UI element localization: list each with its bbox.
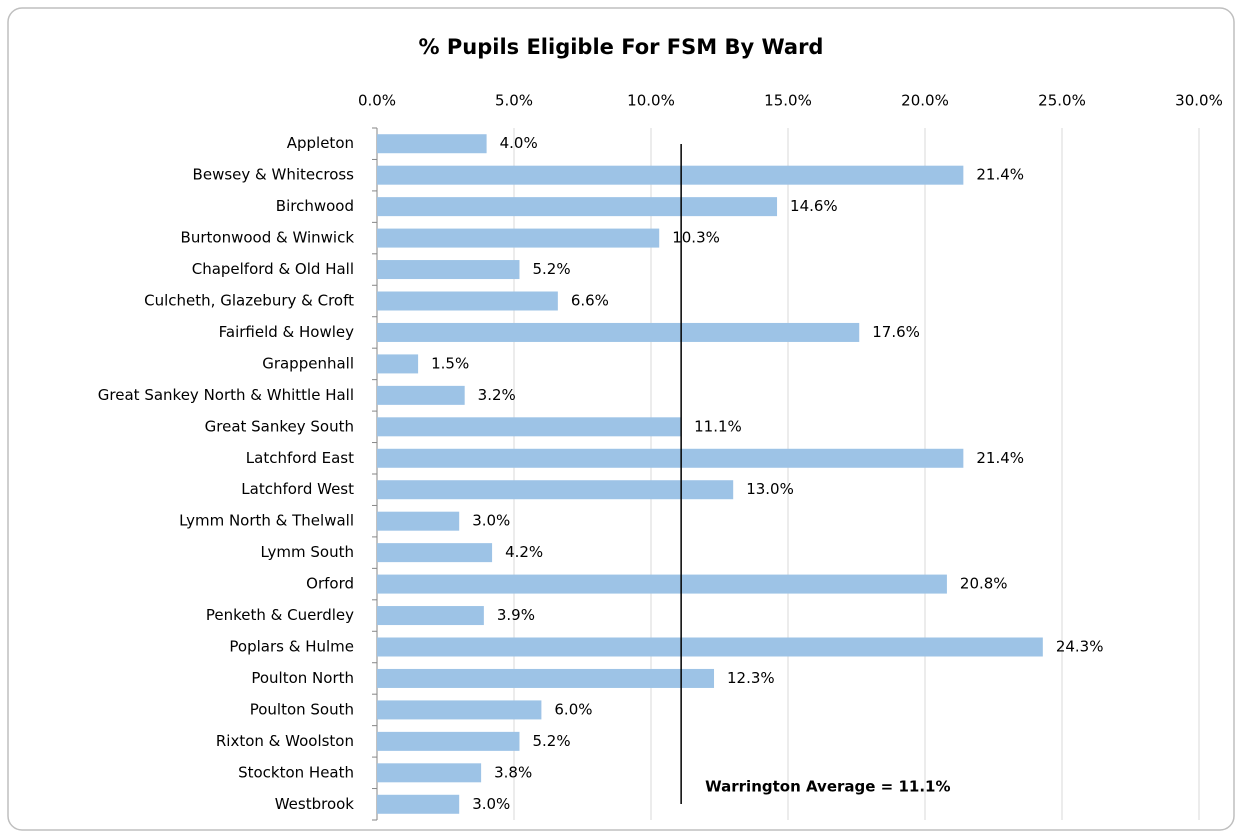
y-tick-label: Fairfield & Howley — [219, 323, 354, 341]
bar — [377, 165, 964, 185]
y-tick-label: Lymm North & Thelwall — [179, 512, 354, 530]
bar — [377, 260, 520, 280]
bar — [377, 228, 660, 248]
data-label: 20.8% — [960, 575, 1008, 593]
y-tick-label: Penketh & Cuerdley — [206, 606, 354, 624]
data-label: 17.6% — [872, 323, 920, 341]
y-tick-label: Stockton Heath — [238, 763, 354, 781]
bar — [377, 763, 482, 783]
y-tick-label: Poplars & Hulme — [229, 638, 354, 656]
y-tick-label: Latchford West — [241, 480, 354, 498]
data-label: 6.6% — [571, 292, 609, 310]
data-label: 14.6% — [790, 197, 838, 215]
x-tick-label: 20.0% — [901, 92, 949, 110]
y-tick-label: Great Sankey South — [205, 417, 354, 435]
data-label: 1.5% — [431, 354, 469, 372]
data-label: 4.2% — [505, 543, 543, 561]
bar — [377, 637, 1043, 657]
y-tick-label: Latchford East — [246, 449, 354, 467]
bar — [377, 794, 460, 814]
bar — [377, 134, 487, 154]
y-tick-label: Poulton South — [250, 700, 354, 718]
x-tick-label: 0.0% — [358, 92, 396, 110]
data-label: 3.2% — [478, 386, 516, 404]
y-tick-label: Culcheth, Glazebury & Croft — [144, 292, 354, 310]
data-label: 5.2% — [532, 260, 570, 278]
bar — [377, 700, 542, 720]
y-tick-label: Appleton — [287, 134, 354, 152]
bar — [377, 197, 778, 217]
chart-title: % Pupils Eligible For FSM By Ward — [419, 35, 824, 59]
data-label: 11.1% — [694, 417, 742, 435]
data-label: 3.9% — [497, 606, 535, 624]
bar — [377, 291, 558, 311]
bar — [377, 543, 493, 563]
y-tick-label: Grappenhall — [262, 354, 354, 372]
bar — [377, 480, 734, 500]
bar — [377, 731, 520, 751]
data-label: 10.3% — [672, 229, 720, 247]
data-label: 6.0% — [554, 700, 592, 718]
data-label: 24.3% — [1056, 638, 1104, 656]
bar — [377, 354, 419, 374]
x-tick-label: 10.0% — [627, 92, 675, 110]
y-tick-label: Burtonwood & Winwick — [181, 229, 355, 247]
x-tick-label: 25.0% — [1038, 92, 1086, 110]
y-tick-label: Orford — [306, 575, 354, 593]
y-tick-label: Great Sankey North & Whittle Hall — [98, 386, 354, 404]
bar — [377, 574, 947, 594]
y-tick-label: Rixton & Woolston — [216, 732, 354, 750]
bar — [377, 668, 715, 688]
data-label: 3.0% — [472, 795, 510, 813]
data-label: 12.3% — [727, 669, 775, 687]
bar — [377, 511, 460, 531]
x-tick-label: 5.0% — [495, 92, 533, 110]
data-label: 5.2% — [532, 732, 570, 750]
y-tick-label: Poulton North — [251, 669, 354, 687]
data-label: 3.8% — [494, 763, 532, 781]
y-tick-label: Lymm South — [261, 543, 354, 561]
y-tick-label: Westbrook — [275, 795, 355, 813]
bar — [377, 606, 484, 626]
y-tick-label: Birchwood — [276, 197, 354, 215]
data-label: 4.0% — [500, 134, 538, 152]
data-label: 3.0% — [472, 512, 510, 530]
bar — [377, 385, 465, 405]
x-tick-label: 30.0% — [1175, 92, 1223, 110]
data-label: 21.4% — [976, 449, 1024, 467]
y-tick-label: Chapelford & Old Hall — [192, 260, 354, 278]
data-label: 13.0% — [746, 480, 794, 498]
x-tick-label: 15.0% — [764, 92, 812, 110]
average-label: Warrington Average = 11.1% — [705, 778, 950, 796]
y-tick-label: Bewsey & Whitecross — [193, 166, 355, 184]
data-label: 21.4% — [976, 166, 1024, 184]
bar — [377, 448, 964, 468]
bar — [377, 417, 682, 437]
bar — [377, 322, 860, 342]
